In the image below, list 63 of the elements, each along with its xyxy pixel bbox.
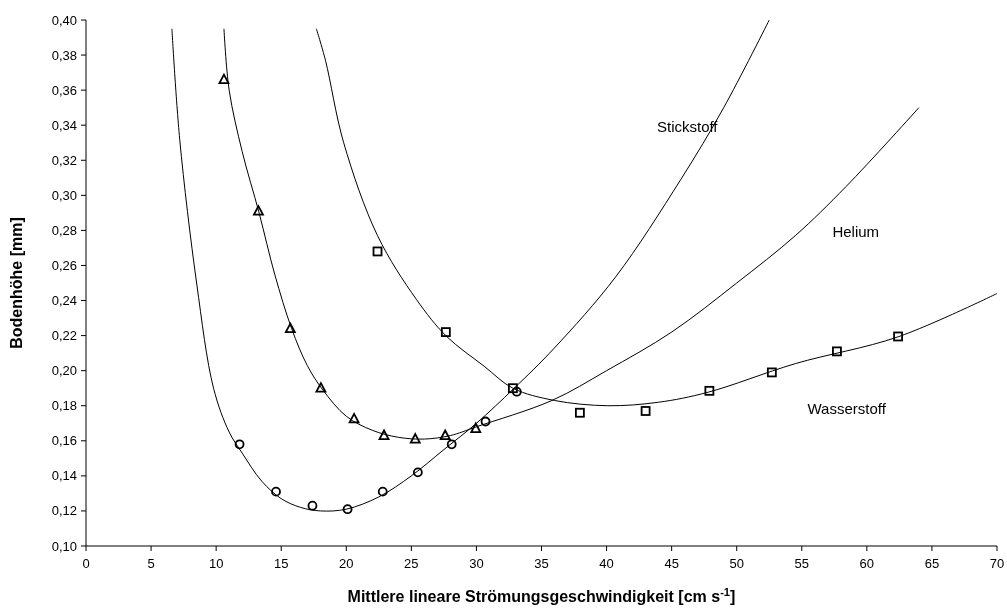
- y-tick-label: 0,10: [51, 538, 77, 554]
- point: [342, 504, 353, 515]
- point: [271, 486, 281, 497]
- point: [480, 416, 491, 427]
- point: [412, 467, 423, 478]
- y-tick-label: 0,28: [51, 222, 77, 238]
- annotation: Stickstoff: [656, 118, 719, 136]
- y-tick-label: 0,22: [51, 328, 77, 344]
- x-tick-label: 5: [147, 556, 155, 571]
- y-tick-label: 0,20: [51, 363, 77, 379]
- x-tick-label: 10: [208, 556, 224, 571]
- point: [307, 500, 318, 511]
- point: [507, 383, 518, 394]
- x-tick-label: 45: [664, 556, 679, 571]
- y-tick-label: 0,14: [51, 468, 77, 484]
- y-tick-label: 0,36: [51, 82, 77, 98]
- x-tick-label: 35: [534, 556, 549, 571]
- y-tick-label: 0,12: [51, 503, 77, 519]
- point: [470, 422, 482, 433]
- x-tick-label: 20: [339, 556, 354, 571]
- annotation: Helium: [832, 223, 880, 241]
- point: [378, 429, 390, 440]
- point: [234, 439, 245, 450]
- x-tick-label: 65: [924, 556, 940, 571]
- x-tick-label: 70: [989, 556, 1005, 571]
- point: [372, 246, 383, 257]
- y-tick-label: 0,24: [51, 293, 77, 309]
- y-tick-label: 0,40: [51, 12, 77, 28]
- point: [439, 429, 451, 440]
- point: [440, 327, 451, 337]
- x-tick-label: 15: [273, 556, 289, 571]
- x-tick-label: 40: [599, 556, 614, 571]
- point: [315, 382, 327, 393]
- point: [704, 385, 715, 396]
- y-tick-label: 0,26: [51, 258, 77, 274]
- annotation: Wasserstoff: [807, 400, 887, 418]
- point: [766, 367, 777, 378]
- y-tick-label: 0,32: [51, 152, 77, 168]
- y-axis-title: Bodenhöhe [mm]: [8, 217, 25, 349]
- x-tick-label: 25: [404, 556, 419, 571]
- point: [284, 322, 296, 333]
- x-tick-label: 30: [469, 556, 484, 571]
- point: [893, 331, 903, 342]
- point: [409, 433, 421, 444]
- point: [511, 386, 522, 397]
- y-tick-label: 0,16: [51, 433, 77, 449]
- x-tick-label: 60: [859, 556, 875, 571]
- point: [218, 73, 230, 85]
- y-tick-label: 0,34: [51, 117, 77, 133]
- y-tick-label: 0,38: [51, 47, 77, 63]
- y-tick-label: 0,30: [51, 187, 77, 203]
- y-tick-label: 0,18: [51, 398, 77, 414]
- point: [832, 346, 842, 357]
- point: [574, 407, 585, 418]
- x-tick-label: 50: [729, 556, 744, 571]
- point: [446, 439, 457, 450]
- point: [377, 486, 388, 497]
- x-tick-label: 0: [82, 556, 90, 571]
- point: [253, 205, 264, 216]
- x-tick-label: 55: [794, 556, 810, 571]
- point: [640, 406, 651, 416]
- x-axis-title: Mittlere lineare Strömungsgeschwindigkeit [cm s$^{-1}$]: [347, 586, 736, 605]
- point: [348, 412, 360, 424]
